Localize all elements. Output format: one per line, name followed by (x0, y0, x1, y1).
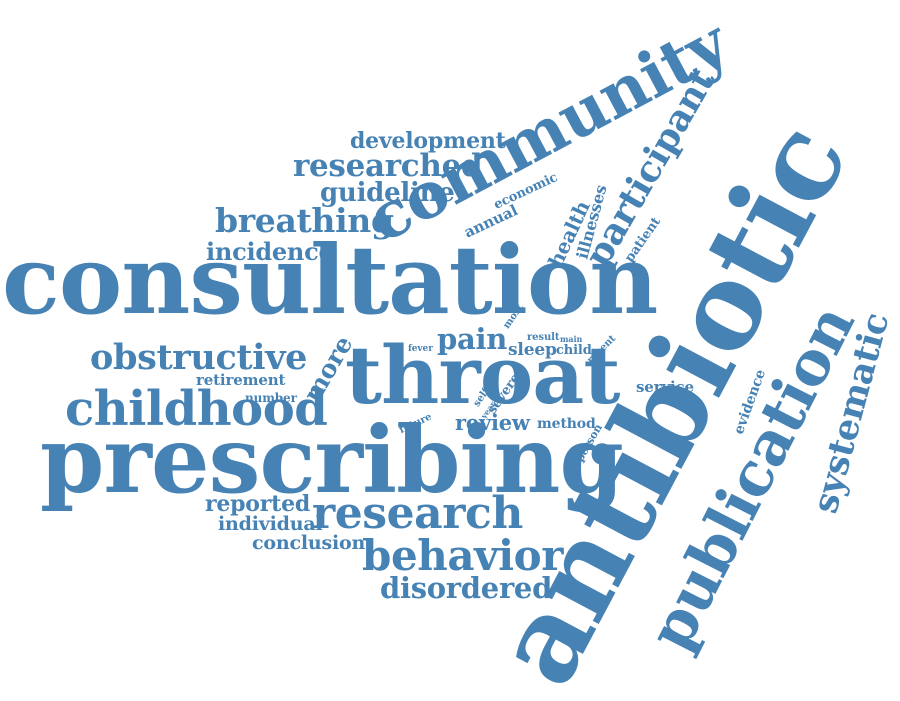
word-disordered: disordered (380, 571, 553, 605)
word-behavior: behavior (362, 531, 563, 580)
word-throat: throat (345, 328, 620, 422)
word-main: main (560, 334, 583, 344)
word-number: number (245, 391, 297, 405)
word-conclusion: conclusion (252, 532, 366, 554)
word-childhood: childhood (65, 381, 328, 437)
word-incidence: incidence (206, 237, 334, 266)
word-researched: researched (293, 148, 483, 184)
word-review: review (455, 410, 530, 435)
word-development: development (350, 128, 506, 154)
word-service: service (636, 378, 694, 396)
word-prescribing: prescribing (40, 406, 624, 514)
word-fever: fever (408, 344, 433, 354)
word-sleep: sleep (508, 340, 557, 360)
word-breathing: breathing (215, 201, 394, 240)
word-consultation: consultation (2, 225, 658, 336)
word-research: research (312, 488, 523, 539)
word-individual: individual (218, 513, 323, 535)
word-reported: reported (205, 491, 311, 517)
word-child: child (556, 343, 592, 358)
word-method: method (537, 416, 596, 432)
word-obstructive: obstructive (90, 337, 308, 378)
word-guideline: guideline (320, 178, 455, 208)
word-retirement: retirement (196, 371, 286, 389)
word-pain: pain (437, 322, 508, 356)
word-result: result (527, 332, 560, 343)
